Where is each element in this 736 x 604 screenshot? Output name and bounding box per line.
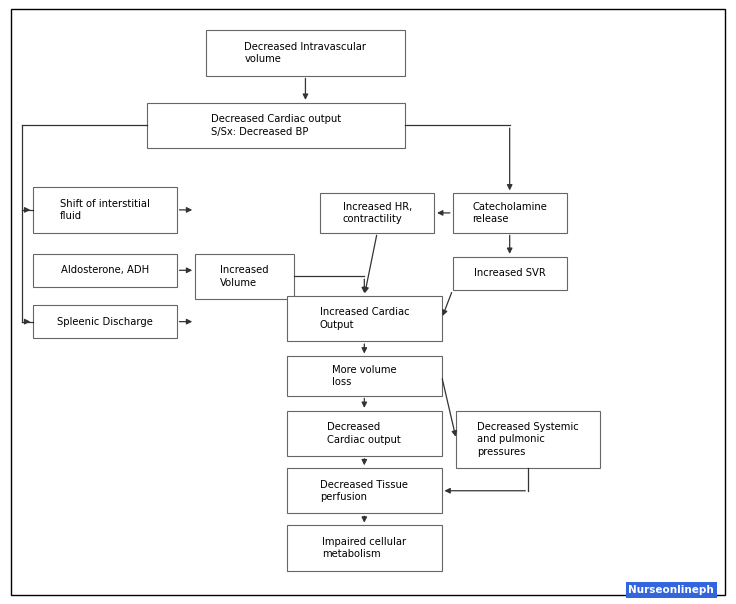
Bar: [453, 193, 567, 233]
Text: Increased
Volume: Increased Volume: [220, 265, 269, 288]
Bar: [33, 305, 177, 338]
Text: Catecholamine
release: Catecholamine release: [473, 202, 547, 224]
Text: Decreased
Cardiac output: Decreased Cardiac output: [328, 422, 401, 445]
Text: Increased SVR: Increased SVR: [474, 268, 545, 278]
Text: Decreased Systemic
and pulmonic
pressures: Decreased Systemic and pulmonic pressure…: [477, 422, 579, 457]
Bar: [195, 254, 294, 299]
Bar: [287, 296, 442, 341]
Bar: [287, 525, 442, 571]
Text: Increased Cardiac
Output: Increased Cardiac Output: [319, 307, 409, 330]
Bar: [206, 30, 405, 76]
Bar: [287, 468, 442, 513]
Bar: [33, 254, 177, 287]
Text: More volume
loss: More volume loss: [332, 365, 397, 387]
Text: Aldosterone, ADH: Aldosterone, ADH: [61, 265, 149, 275]
Bar: [456, 411, 600, 468]
Bar: [147, 103, 405, 148]
Text: Impaired cellular
metabolism: Impaired cellular metabolism: [322, 537, 406, 559]
Text: Decreased Tissue
perfusion: Decreased Tissue perfusion: [320, 480, 408, 502]
Text: Increased HR,
contractility: Increased HR, contractility: [342, 202, 412, 224]
Bar: [287, 356, 442, 396]
Bar: [33, 187, 177, 233]
Text: Decreased Intravascular
volume: Decreased Intravascular volume: [244, 42, 367, 64]
Text: Spleenic Discharge: Spleenic Discharge: [57, 316, 153, 327]
Text: Nurseonlineph: Nurseonlineph: [628, 585, 714, 595]
Bar: [453, 257, 567, 290]
Bar: [287, 411, 442, 456]
Text: Decreased Cardiac output
S/Sx: Decreased BP: Decreased Cardiac output S/Sx: Decreased…: [211, 114, 341, 137]
Bar: [320, 193, 434, 233]
Text: Shift of interstitial
fluid: Shift of interstitial fluid: [60, 199, 150, 221]
